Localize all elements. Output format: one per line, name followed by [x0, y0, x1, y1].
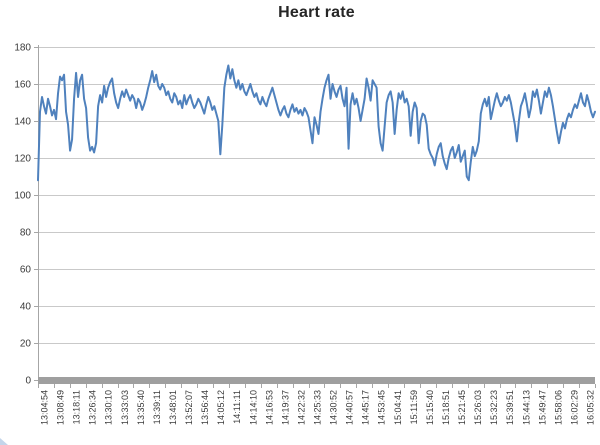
y-tick-label: 20: [20, 339, 32, 350]
x-tick-label: 15:49:47: [537, 390, 547, 425]
y-tick-label: 60: [20, 265, 32, 276]
x-tick-label: 16:05:32: [586, 390, 596, 425]
x-tick-label: 13:26:34: [88, 390, 98, 425]
x-tick-label: 14:16:53: [264, 390, 274, 425]
x-tick-label: 15:18:51: [441, 390, 451, 425]
x-tick-label: 14:19:37: [280, 390, 290, 425]
x-tick-label: 14:30:52: [329, 390, 339, 425]
x-tick-label: 14:40:57: [345, 390, 355, 425]
x-tick-label: 15:44:13: [521, 390, 531, 425]
x-tick-label: 15:32:23: [489, 390, 499, 425]
heart-rate-series: [37, 64, 596, 182]
y-tick-label: 80: [20, 228, 32, 239]
x-tick-label: 14:14:10: [248, 390, 258, 425]
x-tick-label: 13:39:11: [152, 390, 162, 424]
x-axis-bar: [38, 377, 595, 384]
x-tick-label: 14:53:45: [377, 390, 387, 425]
x-tick-label: 15:11:59: [409, 390, 419, 424]
x-tick-label: 15:39:51: [505, 390, 515, 425]
x-tick-label: 16:02:29: [569, 390, 579, 425]
x-tick-label: 13:30:10: [104, 390, 114, 425]
x-tick-label: 14:11:11: [232, 390, 242, 424]
x-tick-label: 13:08:49: [56, 390, 66, 425]
y-tick-label: 40: [20, 302, 32, 313]
y-tick-label: 180: [14, 43, 31, 54]
x-tick-label: 13:56:44: [200, 390, 210, 425]
cursor-artifact: [0, 438, 8, 445]
x-tick-label: 13:48:01: [168, 390, 178, 425]
y-tick-label: 0: [25, 376, 31, 387]
y-tick-label: 100: [14, 191, 31, 202]
x-tick-label: 13:33:03: [120, 390, 130, 425]
chart-title: Heart rate: [278, 4, 355, 21]
x-tick-label: 15:04:41: [393, 390, 403, 425]
x-tick-label: 15:21:45: [457, 390, 467, 425]
y-tick-label: 160: [14, 80, 31, 91]
x-tick-label: 14:05:12: [216, 390, 226, 425]
x-tick-label: 15:15:40: [425, 390, 435, 425]
x-tick-label: 15:58:06: [553, 390, 563, 425]
x-tick-label: 13:52:07: [184, 390, 194, 425]
x-tick-label: 13:18:11: [72, 390, 82, 424]
x-tick-label: 14:22:32: [296, 390, 306, 425]
x-tick-label: 13:04:54: [40, 390, 50, 425]
x-tick-label: 13:35:40: [136, 390, 146, 425]
y-tick-label: 140: [14, 117, 31, 128]
x-tick-label: 15:26:03: [473, 390, 483, 425]
x-tick-label: 14:45:17: [361, 390, 371, 425]
y-tick-label: 120: [14, 154, 31, 165]
x-tick-label: 14:25:33: [313, 390, 323, 425]
